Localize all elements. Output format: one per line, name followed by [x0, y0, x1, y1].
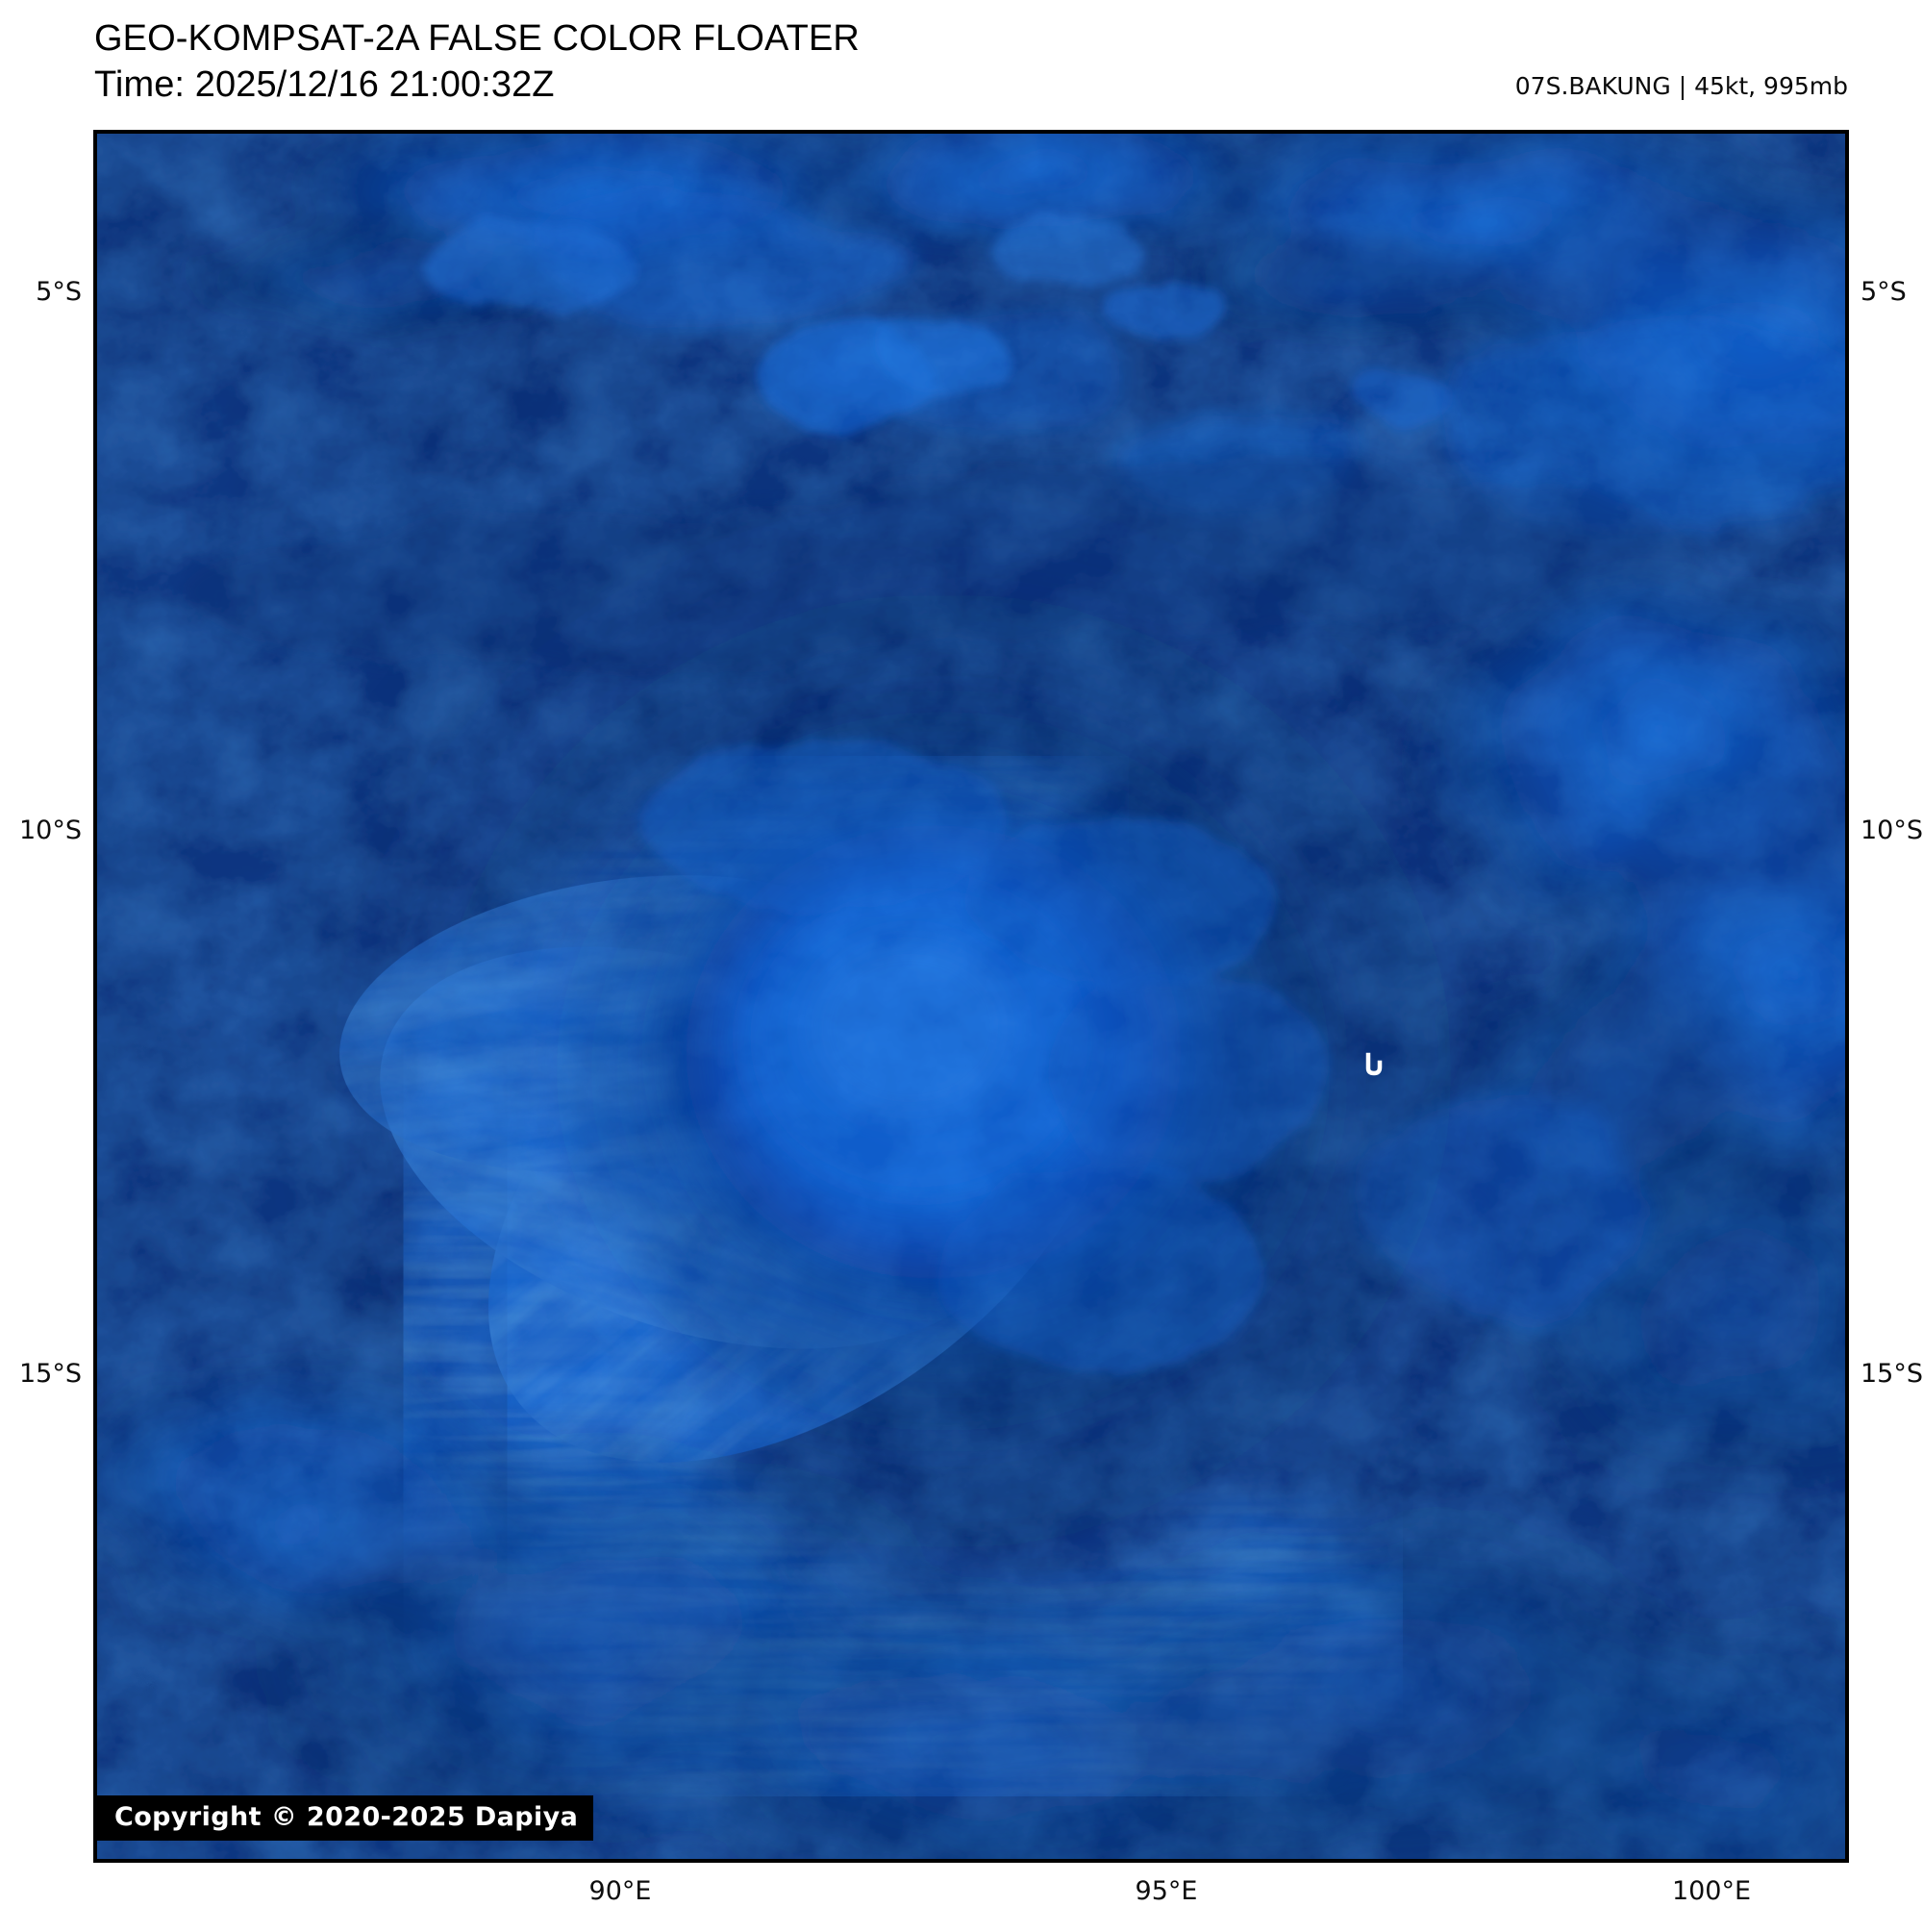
header-bar: GEO-KOMPSAT-2A FALSE COLOR FLOATER Time:… [0, 0, 1923, 130]
storm-info-label: 07S.BAKUNG | 45kt, 995mb [1514, 72, 1848, 100]
lon-label-0: 90°E [588, 1876, 652, 1906]
lat-label-left-1: 10°S [19, 815, 82, 845]
lat-label-right-0: 5°S [1861, 277, 1907, 307]
copyright-banner: Copyright © 2020-2025 Dapiya [97, 1795, 594, 1841]
lon-label-1: 95°E [1135, 1876, 1198, 1906]
lon-label-2: 100°E [1671, 1876, 1752, 1906]
timestamp-label: Time: 2025/12/16 21:00:32Z [94, 64, 555, 105]
satellite-imagery [97, 134, 1845, 1859]
satellite-image-frame[interactable]: Copyright © 2020-2025 Dapiya [93, 130, 1849, 1863]
page-title: GEO-KOMPSAT-2A FALSE COLOR FLOATER [94, 18, 860, 59]
lat-label-left-0: 5°S [36, 277, 82, 307]
lat-label-right-2: 15°S [1861, 1359, 1923, 1389]
lat-label-left-2: 15°S [19, 1359, 82, 1389]
lat-label-right-1: 10°S [1861, 815, 1923, 845]
title-block: GEO-KOMPSAT-2A FALSE COLOR FLOATER Time:… [94, 15, 860, 108]
